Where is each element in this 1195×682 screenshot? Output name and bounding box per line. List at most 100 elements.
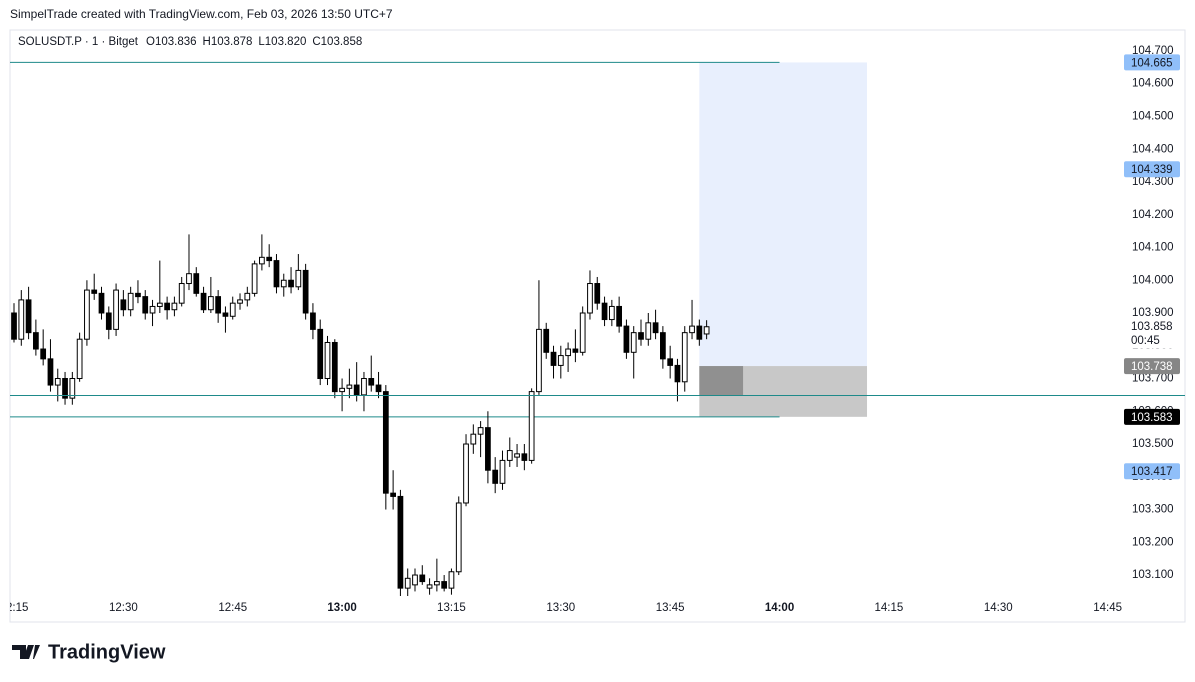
- pane-border: [9, 29, 1186, 623]
- logo: TradingView: [12, 641, 166, 663]
- candle-body: [33, 332, 39, 350]
- y-tick-label: 104.500: [1132, 111, 1174, 123]
- candle-body: [25, 299, 32, 334]
- candle-body: [521, 453, 528, 461]
- x-tick-label: 13:15: [437, 602, 466, 614]
- candle-body: [164, 302, 170, 311]
- candle-body: [193, 273, 200, 294]
- candle-body: [361, 378, 367, 396]
- x-tick-label: 13:30: [546, 602, 575, 614]
- candle-body: [506, 450, 513, 461]
- candle-body: [674, 364, 681, 383]
- candle-body: [178, 283, 185, 304]
- candle-body: [120, 299, 127, 311]
- price-badge-label: 103.738: [1131, 361, 1173, 373]
- candle-body: [135, 292, 141, 298]
- x-tick-label: 12:15: [0, 602, 28, 614]
- x-tick-label: 13:45: [656, 602, 685, 614]
- symbol: SOLUSDT.P · 1 · Bitget: [18, 36, 139, 48]
- y-tick-label: 103.500: [1132, 438, 1174, 450]
- candle-body: [244, 292, 251, 301]
- candle-body: [514, 453, 520, 458]
- candle-body: [703, 326, 710, 335]
- candle-body: [222, 312, 229, 317]
- candle-body: [660, 332, 666, 360]
- target-zone: [699, 62, 868, 367]
- price-badge-label: 104.665: [1131, 57, 1173, 69]
- candle-body: [251, 263, 258, 294]
- ohlc-label: O103.836: [146, 36, 197, 48]
- candle-body: [353, 384, 360, 396]
- candle-body: [127, 292, 134, 311]
- candle-body: [572, 348, 579, 353]
- candle-body: [689, 325, 695, 334]
- y-tick-label: 103.100: [1132, 569, 1174, 581]
- candle-body: [84, 289, 90, 340]
- candle-body: [310, 312, 316, 330]
- candle-body: [630, 332, 637, 353]
- candle-body: [404, 577, 411, 589]
- candle-body: [608, 305, 615, 321]
- candle-body: [390, 492, 396, 497]
- candle-body: [652, 322, 659, 334]
- y-tick-label: 103.200: [1132, 536, 1174, 548]
- candle-body: [638, 332, 644, 340]
- countdown: 00:45: [1131, 335, 1160, 347]
- candle-body: [397, 495, 404, 589]
- candle-body: [259, 256, 265, 265]
- price-badge: [1124, 463, 1180, 480]
- candle-body: [485, 427, 491, 471]
- candle-body: [186, 273, 192, 285]
- y-tick-label: 104.300: [1132, 176, 1174, 188]
- price-badge-label: 104.339: [1131, 164, 1173, 176]
- candle-body: [317, 328, 324, 380]
- candle-body: [616, 305, 623, 327]
- candle-body: [419, 574, 426, 583]
- price-badge: [1124, 358, 1180, 375]
- candle-body: [594, 283, 601, 304]
- candle-body: [200, 292, 207, 311]
- filled-zone: [699, 366, 744, 396]
- y-tick-label: 103.300: [1132, 504, 1174, 516]
- ohlc-label: C103.858: [312, 36, 362, 48]
- candle-body: [382, 391, 389, 494]
- y-tick-label: 104.600: [1132, 78, 1174, 90]
- candle-body: [477, 427, 484, 435]
- candle-body: [426, 584, 433, 589]
- candle-body: [229, 302, 236, 317]
- candle-body: [565, 348, 571, 357]
- attribution: SimpelTrade created with TradingView.com…: [10, 7, 393, 21]
- candle-body: [149, 305, 156, 314]
- candle-body: [696, 325, 703, 340]
- candle-body: [412, 574, 418, 586]
- y-tick-label: 104.700: [1132, 45, 1174, 57]
- candle-body: [579, 312, 586, 353]
- candle-body: [215, 296, 222, 314]
- candle-body: [433, 581, 440, 586]
- candle-body: [91, 289, 98, 294]
- price-badge: [1124, 54, 1180, 71]
- candle-body: [98, 292, 105, 314]
- y-tick-label: 104.400: [1132, 143, 1174, 155]
- candle-body: [113, 289, 119, 330]
- candle-body: [339, 387, 345, 393]
- candle-body: [280, 279, 287, 288]
- x-tick-label: 13:00: [327, 602, 356, 614]
- y-tick-label: 103.900: [1132, 307, 1174, 319]
- logo-icon: [12, 645, 40, 659]
- candle-body: [11, 312, 17, 340]
- last-price-bg: [1124, 318, 1180, 349]
- candle-body: [324, 341, 331, 380]
- y-tick-label: 104.100: [1132, 242, 1174, 254]
- ohlc-label: L103.820: [258, 36, 306, 48]
- legend: SOLUSDT.P · 1 · Bitget O103.836 H103.878 L…: [18, 36, 362, 48]
- candle-body: [470, 433, 477, 445]
- candle-body: [62, 378, 68, 399]
- candle-body: [266, 256, 273, 262]
- candle-body: [156, 302, 163, 307]
- x-tick-label: 12:30: [109, 602, 138, 614]
- candle-body: [346, 384, 353, 389]
- x-tick-label: 14:30: [984, 602, 1013, 614]
- candle-body: [47, 358, 54, 386]
- candle-body: [667, 358, 674, 366]
